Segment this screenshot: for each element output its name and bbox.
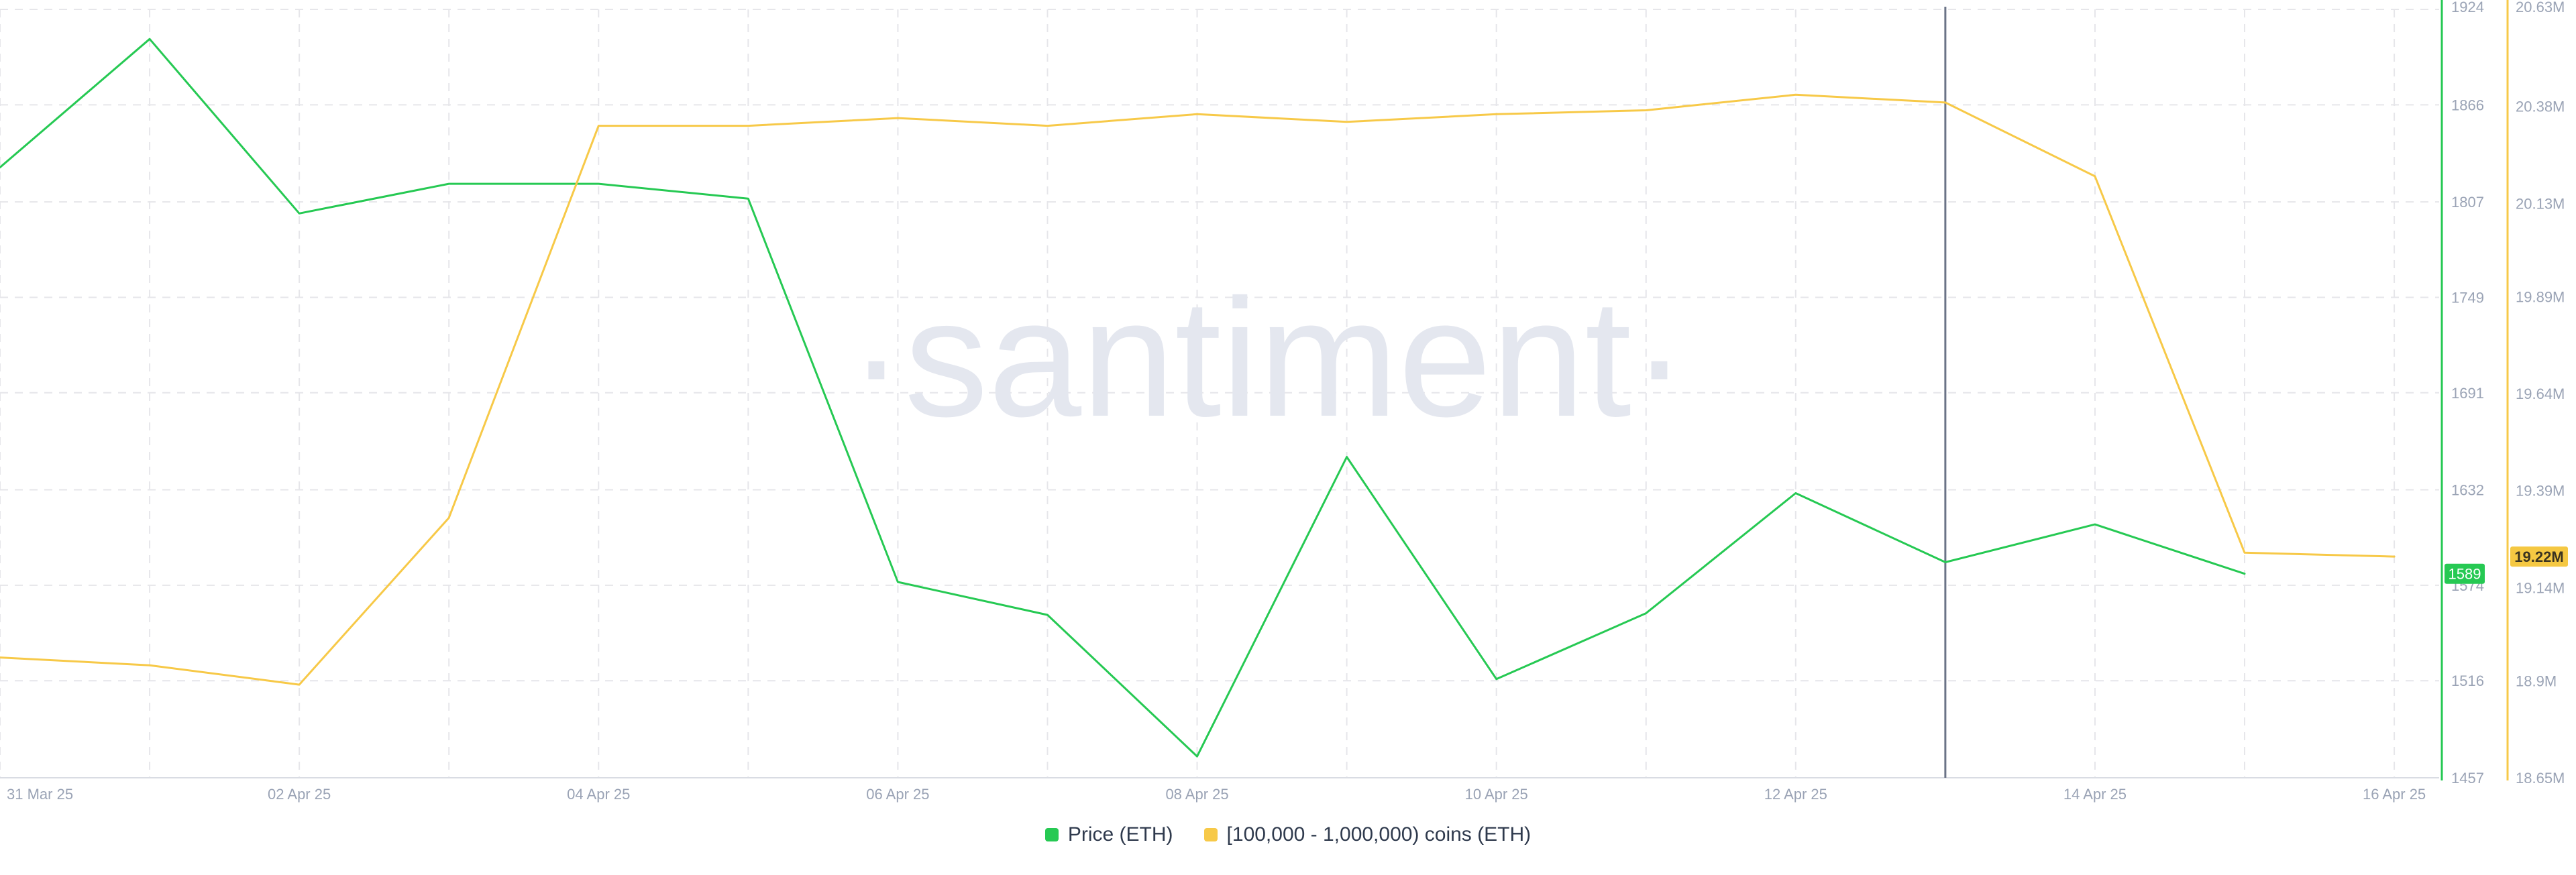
price-axis-tick-label: 1691 xyxy=(2451,385,2484,402)
holders-current-badge-label: 19.22M xyxy=(2514,548,2563,565)
price-legend-label: Price (ETH) xyxy=(1068,823,1173,846)
x-axis-tick-label: 31 Mar 25 xyxy=(7,786,73,803)
price-axis-tick-label: 1866 xyxy=(2451,97,2484,113)
holders-axis-tick-label: 18.9M xyxy=(2516,673,2557,689)
holders-axis-tick-label: 19.89M xyxy=(2516,288,2565,305)
holders-axis-tick-label: 18.65M xyxy=(2516,770,2565,786)
x-axis-tick-label: 16 Apr 25 xyxy=(2363,786,2426,803)
legend-item-holders[interactable]: [100,000 - 1,000,000) coins (ETH) xyxy=(1204,823,1532,846)
legend-item-price[interactable]: Price (ETH) xyxy=(1045,823,1173,846)
label-layer: 1589 19.22M xyxy=(2445,546,2568,584)
price-current-badge-label: 1589 xyxy=(2449,566,2481,583)
legend: Price (ETH) [100,000 - 1,000,000) coins … xyxy=(0,823,2576,846)
holders-axis-tick-label: 20.38M xyxy=(2516,99,2565,115)
x-axis-tick-label: 04 Apr 25 xyxy=(567,786,630,803)
holders-axis-tick-label: 20.13M xyxy=(2516,195,2565,212)
holders-axis-tick-label: 19.64M xyxy=(2516,386,2565,402)
x-axis-tick-label: 08 Apr 25 xyxy=(1165,786,1228,803)
holders-legend-swatch xyxy=(1204,828,1218,841)
price-axis-tick-label: 1457 xyxy=(2451,770,2484,786)
price-axis-tick-label: 1516 xyxy=(2451,673,2484,689)
price-axis-tick-label: 1749 xyxy=(2451,289,2484,306)
price-legend-swatch xyxy=(1045,828,1059,841)
watermark: ·santiment· xyxy=(849,264,1687,451)
x-axis-tick-label: 12 Apr 25 xyxy=(1764,786,1827,803)
price-axis-tick-label: 1807 xyxy=(2451,194,2484,211)
x-axis-tick-label: 02 Apr 25 xyxy=(268,786,331,803)
price-axis-tick-label: 1924 xyxy=(2451,0,2484,15)
x-axis-tick-label: 10 Apr 25 xyxy=(1465,786,1528,803)
x-axis-tick-label: 14 Apr 25 xyxy=(2063,786,2127,803)
holders-axis-tick-label: 19.14M xyxy=(2516,579,2565,596)
price-axis-tick-label: 1632 xyxy=(2451,482,2484,499)
holders-axis-tick-label: 19.39M xyxy=(2516,483,2565,500)
holders-legend-label: [100,000 - 1,000,000) coins (ETH) xyxy=(1227,823,1532,846)
holders-axis-tick-label: 20.63M xyxy=(2516,0,2565,15)
x-axis-tick-label: 06 Apr 25 xyxy=(866,786,929,803)
